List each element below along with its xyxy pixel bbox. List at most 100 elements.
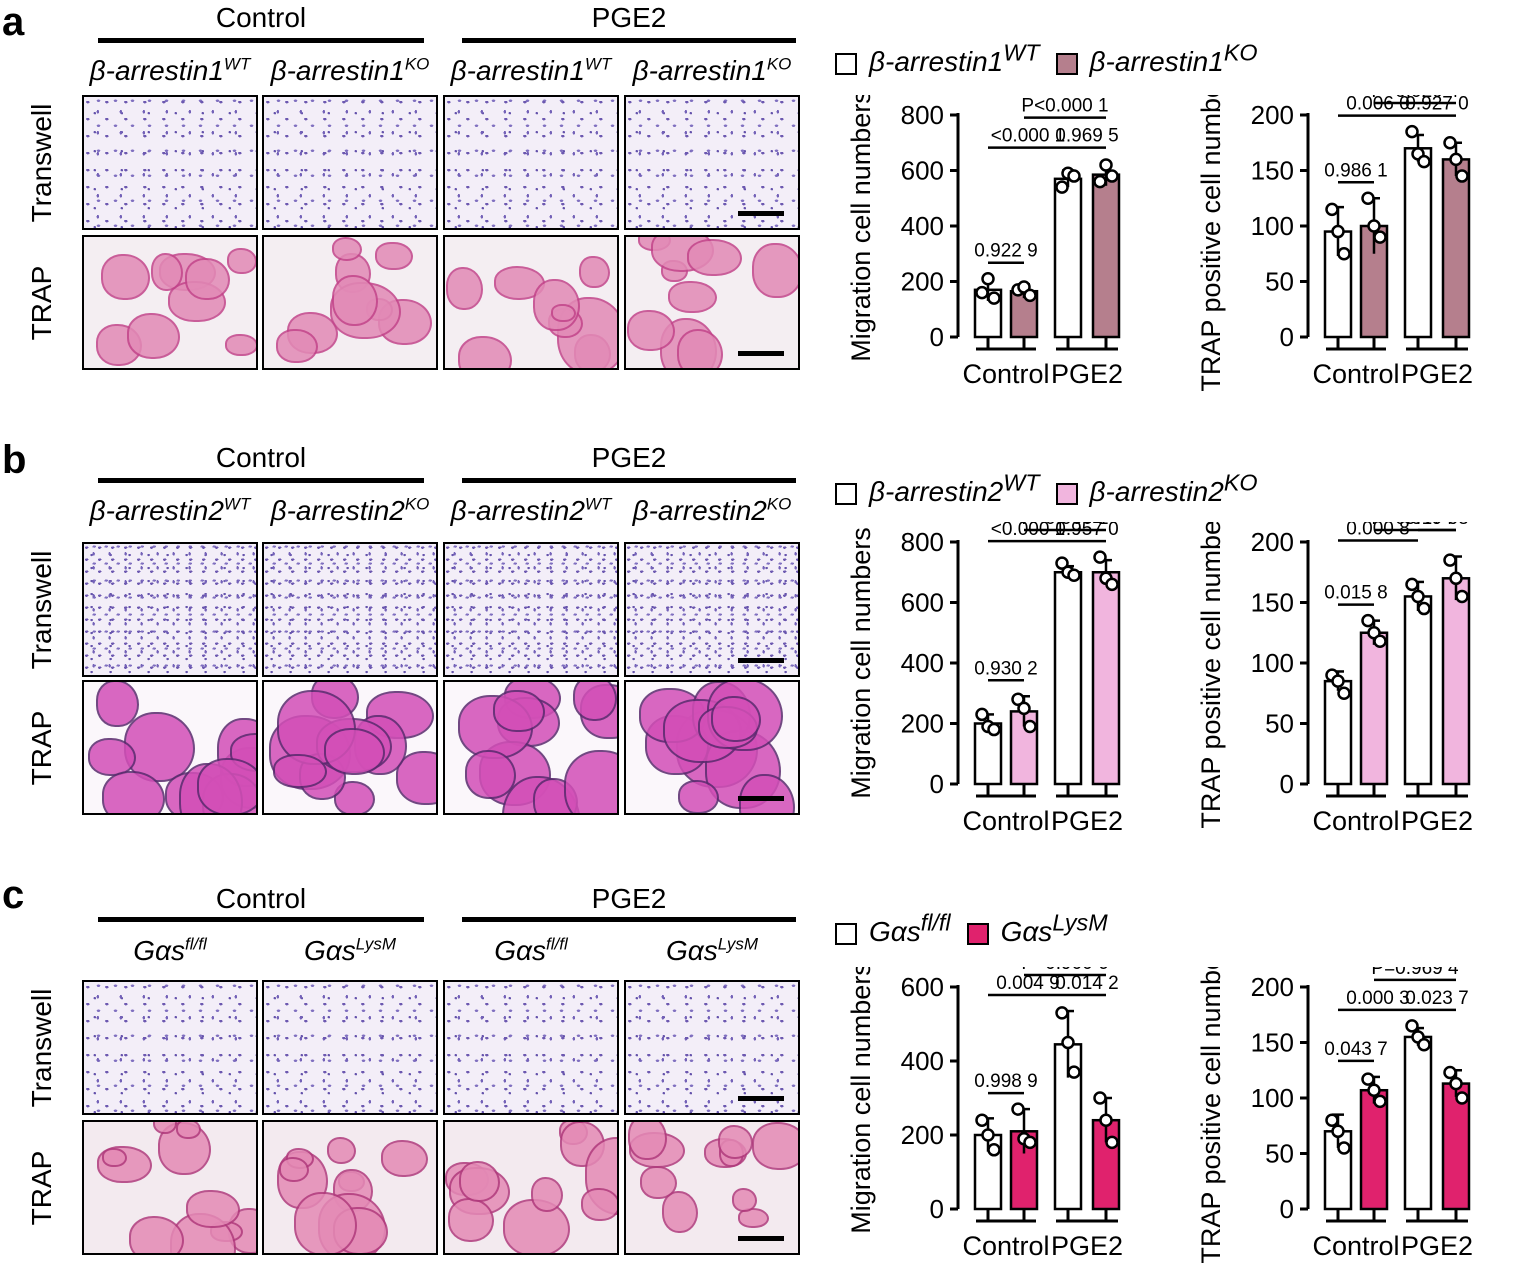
bar [1091, 173, 1121, 339]
y-axis-label: TRAP positive cell numbers [1196, 967, 1226, 1264]
osteoclast-blob [717, 1125, 753, 1159]
y-axis-label: TRAP positive cell numbers [1196, 522, 1226, 829]
genotype-label: β-arrestin2KO [620, 495, 804, 527]
osteoclast-blob [458, 335, 512, 368]
y-tick-label: 600 [901, 972, 944, 1002]
osteoclast-blob [150, 252, 184, 291]
osteoclast-blob [324, 728, 386, 775]
trap-image [82, 1120, 258, 1255]
legend-label-sup: KO [1223, 470, 1258, 496]
data-point [1011, 692, 1025, 707]
data-point [1331, 224, 1345, 239]
trap-image [624, 235, 800, 370]
legend-label: β-arrestin2WT [869, 470, 1040, 507]
category-label: PGE2 [1051, 1231, 1123, 1261]
y-tick-label: 50 [1265, 1139, 1294, 1169]
row-label: Transwell [26, 550, 57, 669]
osteoclast-blob [331, 237, 363, 261]
genotype-text-base: Gαs [494, 935, 546, 967]
genotype-text: β-arrestin2KO [633, 495, 792, 526]
bar [1403, 147, 1433, 339]
osteoclast-blob [628, 1122, 667, 1161]
panel-c: c Control PGE2 Gαsfl/fl GαsLysM Gαsfl/fl GαsLy… [0, 875, 1524, 1271]
trap-image [262, 680, 438, 815]
osteoclast-blob [279, 1157, 309, 1182]
group-line [98, 917, 424, 922]
p-value-label: 0.986 1 [1324, 160, 1387, 181]
data-point [1023, 719, 1037, 734]
p-value-label: 0.014 2 [1055, 973, 1118, 994]
legend-label-base: Gαs [1000, 916, 1053, 948]
transwell-image [82, 980, 258, 1115]
data-point [1405, 1019, 1419, 1033]
category-label: PGE2 [1401, 359, 1473, 389]
genotype-label: GαsLysM [620, 935, 804, 967]
legend-swatch [966, 922, 989, 945]
data-point [1093, 174, 1107, 189]
category-label: PGE2 [1401, 1231, 1473, 1261]
data-point [1443, 553, 1457, 567]
legend-label: β-arrestin1KO [1090, 40, 1258, 77]
genotype-text-base: β-arrestin1 [270, 55, 405, 87]
panel-label: c [2, 873, 25, 917]
legend: β-arrestin2WT β-arrestin2KO [835, 470, 1258, 508]
osteoclast-blob [227, 247, 256, 275]
legend-swatch [835, 52, 857, 75]
legend-label-base: Gαs [869, 916, 921, 948]
osteoclast-blob [334, 780, 376, 813]
bar-chart: Migration cell numbers 0 200 400 600 800 Contr… [846, 95, 1123, 389]
bar [1441, 577, 1471, 786]
genotype-label: β-arrestin1KO [620, 55, 804, 87]
osteoclast-blob [458, 1161, 500, 1202]
legend-label-sup: WT [1003, 40, 1040, 66]
genotype-text-sup: LysM [355, 935, 397, 954]
y-tick-label: 200 [901, 1120, 944, 1150]
y-tick-label: 150 [1251, 156, 1294, 186]
p-value-label: P=0.017 9 [1371, 522, 1458, 529]
group-line [462, 917, 796, 922]
data-point [1067, 568, 1081, 583]
data-point [1367, 1083, 1381, 1097]
osteoclast-blob [676, 329, 724, 368]
row-label: Transwell [26, 103, 57, 222]
group-line [98, 38, 424, 43]
data-point [1361, 613, 1375, 628]
y-axis-label: Migration cell numbers [846, 967, 876, 1234]
scale-bar [738, 1096, 784, 1101]
p-value-label: 0.494 8 [1405, 522, 1468, 529]
data-point [1367, 219, 1381, 233]
y-tick-label: 100 [1251, 211, 1294, 241]
p-value-label: 0.927 0 [1405, 95, 1468, 115]
y-tick-label: 600 [901, 588, 944, 618]
data-point [1023, 1135, 1037, 1150]
data-point [1417, 154, 1431, 169]
osteoclast-blob [551, 303, 577, 323]
genotype-text-base: β-arrestin2 [89, 495, 224, 527]
legend-label-sup: LysM [1052, 910, 1108, 936]
genotype-label: β-arrestin1WT [78, 55, 262, 87]
y-tick-label: 0 [1280, 322, 1294, 352]
data-point [1449, 571, 1463, 586]
transwell-image [262, 95, 438, 230]
data-point [1325, 202, 1339, 217]
genotype-label: GαsLysM [258, 935, 442, 967]
data-point [1017, 701, 1031, 716]
data-point [1449, 152, 1463, 167]
osteoclast-blob [102, 1147, 127, 1168]
data-point [1455, 589, 1469, 604]
genotype-text-base: Gαs [303, 935, 356, 967]
data-point [1411, 589, 1425, 604]
osteoclast-blob [152, 1122, 177, 1135]
osteoclast-blob [446, 266, 484, 310]
genotype-text: Gαsfl/fl [494, 935, 567, 966]
p-value-label: 0.922 9 [974, 241, 1037, 262]
legend: β-arrestin1WT β-arrestin1KO [835, 40, 1258, 78]
trap-image [262, 235, 438, 370]
osteoclast-blob [176, 1122, 202, 1140]
data-point [1373, 1094, 1387, 1109]
y-tick-label: 0 [1280, 1194, 1294, 1224]
data-point [1337, 686, 1351, 700]
trap-image [443, 680, 619, 815]
data-point [1337, 1141, 1351, 1155]
y-tick-label: 200 [1251, 972, 1294, 1002]
